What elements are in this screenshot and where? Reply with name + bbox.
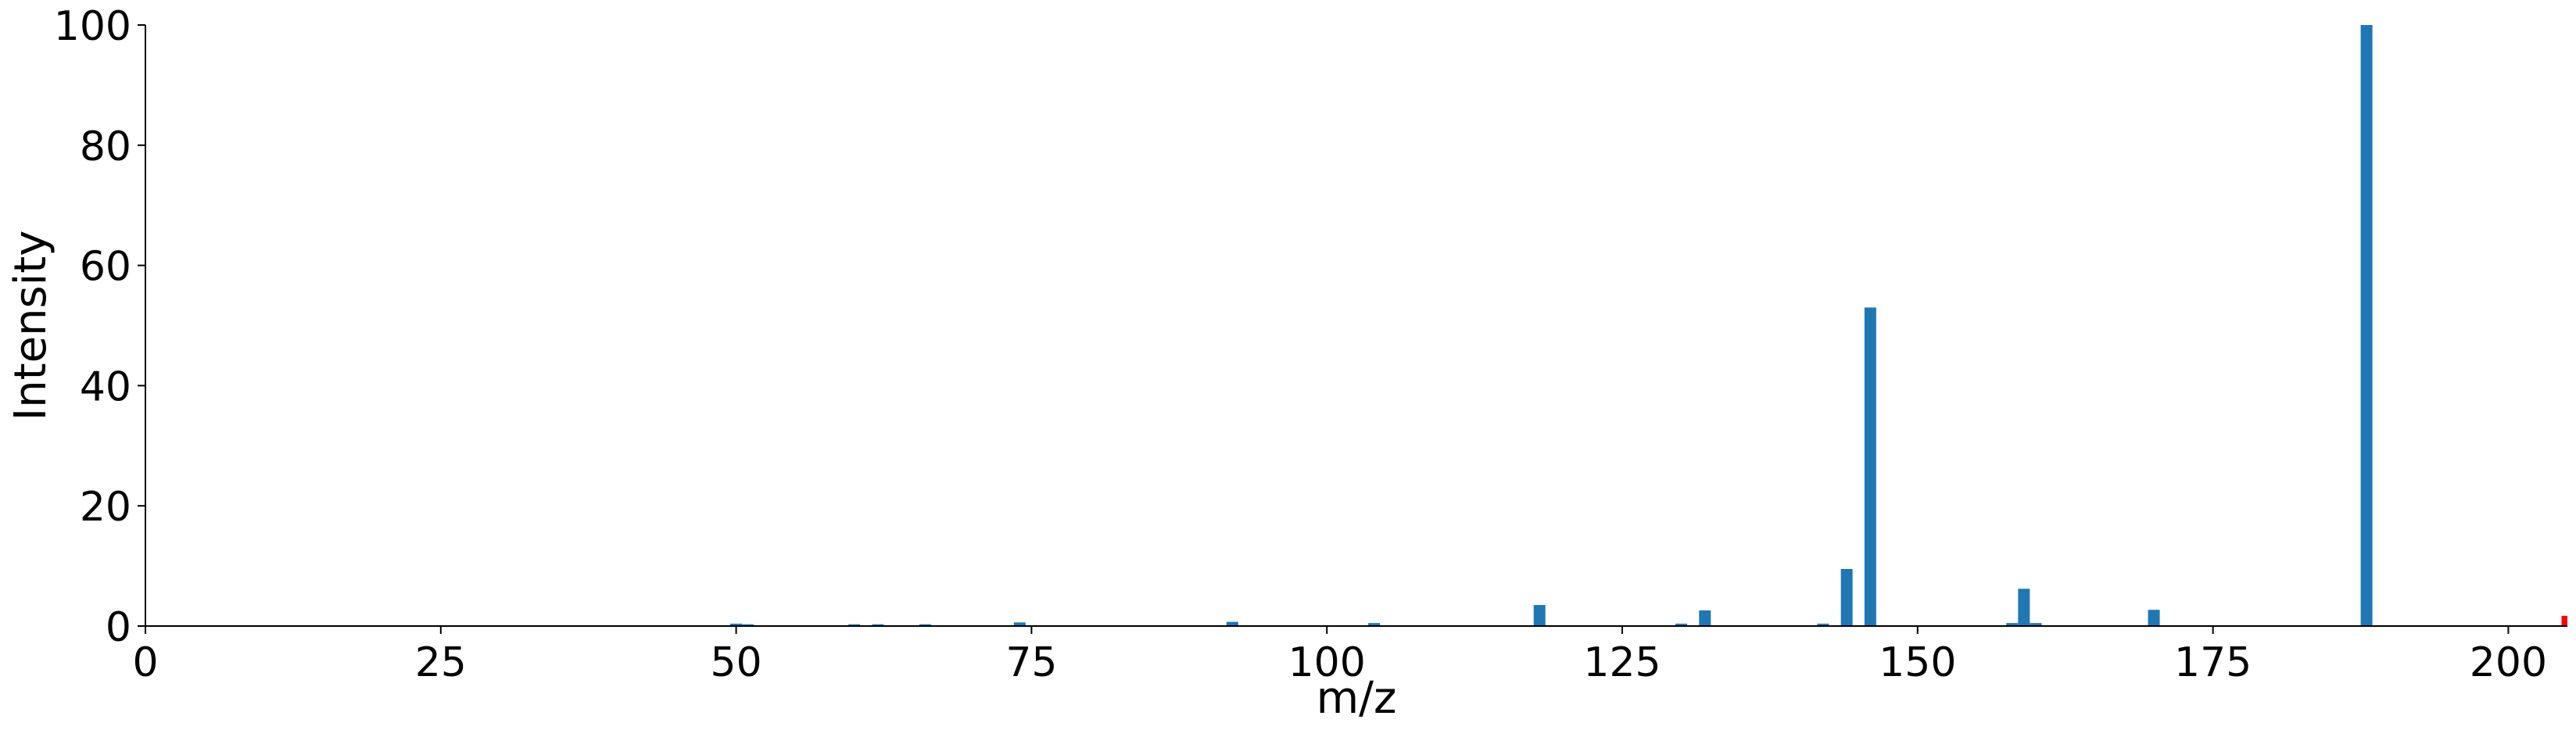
peak-bar [2360, 25, 2373, 626]
peak-bar [1675, 623, 1688, 626]
x-tick-label: 150 [1879, 639, 1956, 686]
x-tick-label: 100 [1288, 639, 1366, 686]
y-axis-title: Intensity [5, 231, 56, 421]
x-ticks-group: 0 25 50 75 100 125 150 175 200 [132, 626, 2547, 686]
x-tick-label: 175 [2174, 639, 2252, 686]
peak-bar [1226, 621, 1238, 626]
bars-group [730, 25, 2567, 626]
y-tick-label: 60 [80, 244, 131, 291]
y-tick-label: 100 [54, 3, 131, 50]
peak-bar [1699, 610, 1711, 626]
x-tick-label: 0 [132, 639, 158, 686]
x-tick-label: 200 [2470, 639, 2547, 686]
x-axis-title: m/z [1317, 673, 1397, 724]
peak-bar [2018, 589, 2030, 626]
y-tick-label: 0 [106, 604, 131, 651]
peak-bar [919, 624, 931, 626]
peak-bar [2148, 610, 2160, 626]
peak-bar [742, 624, 754, 626]
y-tick-label: 40 [80, 363, 131, 410]
peak-bar [1013, 622, 1026, 626]
highlighted-peak-bar [2561, 615, 2567, 626]
y-ticks-group: 0 20 40 60 80 100 [54, 3, 145, 651]
y-tick-label: 20 [80, 484, 131, 531]
x-tick-label: 25 [415, 639, 467, 686]
peak-bar [848, 624, 861, 626]
peak-bar [1817, 623, 1829, 626]
y-tick-label: 80 [80, 123, 131, 170]
peak-bar [2006, 623, 2019, 626]
x-tick-label: 75 [1005, 639, 1057, 686]
x-tick-label: 50 [711, 639, 762, 686]
peak-bar [1840, 568, 1853, 626]
x-tick-label: 125 [1583, 639, 1661, 686]
peak-bar [2030, 623, 2042, 626]
peak-bar [1533, 605, 1546, 626]
peak-bar [1864, 307, 1876, 626]
peak-bar [730, 623, 743, 626]
peak-bar [872, 624, 884, 626]
peak-bar [1368, 623, 1381, 626]
